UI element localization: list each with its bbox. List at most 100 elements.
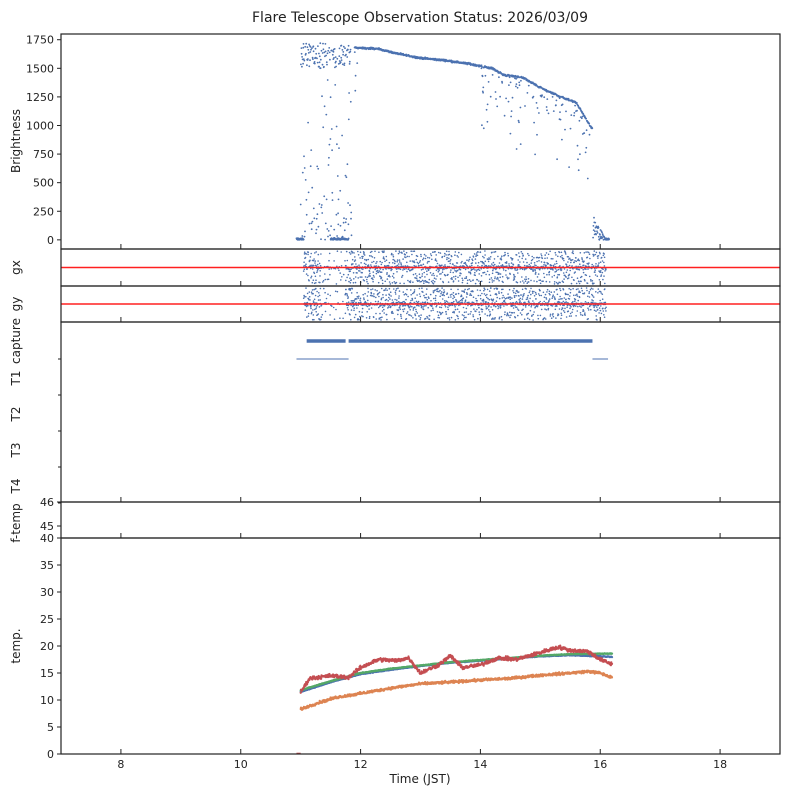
gy-point bbox=[470, 294, 473, 297]
gx-point bbox=[522, 280, 524, 282]
gx-point bbox=[359, 257, 361, 259]
brightness-point bbox=[602, 234, 604, 236]
brightness-point bbox=[321, 212, 324, 214]
brightness-point bbox=[329, 58, 331, 61]
gx-point bbox=[517, 259, 519, 261]
gx-point bbox=[568, 264, 571, 267]
gy-point bbox=[432, 307, 434, 310]
gx-point bbox=[454, 275, 457, 278]
gx-point bbox=[404, 253, 407, 256]
gx-point bbox=[456, 262, 459, 264]
gy-point bbox=[533, 290, 535, 293]
gx-point bbox=[441, 271, 444, 274]
brightness-point bbox=[511, 96, 514, 99]
gy-point bbox=[339, 317, 341, 320]
gx-point bbox=[521, 276, 523, 278]
gy-point bbox=[419, 318, 421, 321]
brightness-point bbox=[299, 203, 302, 206]
gx-point bbox=[377, 281, 380, 284]
gx-point bbox=[459, 268, 462, 271]
brightness-point bbox=[338, 55, 341, 57]
gy-point bbox=[318, 306, 321, 308]
gx-point bbox=[358, 264, 360, 267]
gx-point bbox=[328, 252, 331, 255]
gy-point bbox=[394, 298, 396, 301]
gx-point bbox=[444, 264, 446, 266]
gy-point bbox=[570, 306, 572, 308]
gx-point bbox=[449, 260, 451, 262]
gx-point bbox=[547, 262, 549, 265]
gy-point bbox=[518, 295, 520, 297]
gx-point bbox=[305, 253, 308, 255]
gy-point bbox=[366, 311, 369, 313]
gy-point bbox=[407, 295, 409, 298]
brightness-point bbox=[341, 63, 344, 66]
gx-point bbox=[340, 279, 342, 281]
brightness-point bbox=[487, 81, 490, 83]
gx-point bbox=[310, 252, 313, 255]
gy-point bbox=[302, 297, 305, 300]
gy-point bbox=[467, 304, 469, 307]
gx-point bbox=[488, 278, 491, 281]
gy-point bbox=[466, 288, 469, 291]
gy-point bbox=[497, 306, 500, 308]
gy-point bbox=[424, 317, 427, 320]
gx-point bbox=[533, 262, 536, 264]
gy-point bbox=[552, 313, 554, 315]
gx-point bbox=[427, 269, 430, 272]
gx-point bbox=[398, 259, 401, 261]
gx-point bbox=[605, 268, 607, 271]
brightness-point bbox=[339, 189, 342, 192]
gy-point bbox=[565, 298, 567, 301]
gy-point bbox=[486, 307, 489, 309]
gx-point bbox=[303, 261, 305, 264]
gy-point bbox=[453, 300, 455, 303]
gx-point bbox=[319, 264, 322, 267]
gx-point bbox=[493, 258, 496, 260]
gy-point bbox=[559, 289, 562, 292]
category-label-capture: capture bbox=[9, 318, 23, 364]
gy-point bbox=[591, 294, 594, 297]
gy-point bbox=[533, 311, 535, 313]
gy-point bbox=[387, 300, 390, 302]
brightness-point bbox=[339, 224, 342, 227]
gx-point bbox=[407, 268, 410, 271]
gy-point bbox=[472, 296, 475, 299]
gx-point bbox=[527, 278, 530, 280]
gy-point bbox=[543, 300, 545, 303]
brightness-point bbox=[346, 56, 349, 58]
gy-point bbox=[402, 308, 404, 311]
gx-point bbox=[416, 261, 419, 264]
gx-point bbox=[588, 262, 590, 264]
gy-point bbox=[602, 307, 604, 310]
brightness-point bbox=[317, 225, 320, 228]
gy-point bbox=[593, 306, 595, 309]
brightness-point bbox=[328, 143, 331, 146]
brightness-point bbox=[564, 128, 566, 131]
gx-point bbox=[372, 260, 375, 263]
brightness-point bbox=[327, 49, 330, 52]
gy-point bbox=[531, 292, 534, 294]
gy-point bbox=[571, 311, 573, 314]
gx-point bbox=[536, 256, 539, 259]
gy-point bbox=[335, 308, 337, 311]
brightness-point bbox=[320, 238, 322, 241]
gy-point bbox=[472, 314, 474, 316]
gy-point bbox=[405, 298, 407, 301]
gx-point bbox=[368, 255, 371, 257]
gx-point bbox=[555, 254, 557, 256]
gy-point bbox=[545, 309, 548, 311]
gy-point bbox=[562, 310, 565, 312]
brightness-point bbox=[538, 112, 540, 114]
gy-point bbox=[523, 293, 525, 295]
brightness-point bbox=[318, 52, 320, 55]
gy-point bbox=[595, 291, 597, 293]
gx-point bbox=[395, 268, 398, 270]
gx-point bbox=[545, 280, 548, 283]
gy-point bbox=[513, 291, 515, 294]
gx-point bbox=[369, 272, 371, 275]
brightness-point bbox=[340, 59, 343, 61]
gx-point bbox=[521, 268, 524, 271]
gx-point bbox=[314, 260, 317, 262]
gy-point bbox=[430, 300, 432, 302]
